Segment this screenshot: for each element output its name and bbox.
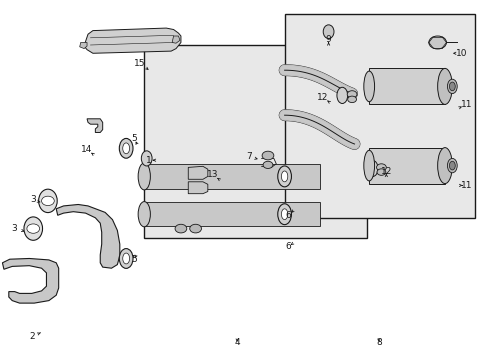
Text: 8: 8 [375, 338, 381, 347]
Ellipse shape [277, 166, 291, 187]
Ellipse shape [277, 204, 291, 225]
Ellipse shape [281, 171, 287, 182]
Circle shape [428, 36, 446, 49]
Text: 12: 12 [380, 166, 391, 176]
Ellipse shape [437, 68, 451, 104]
Polygon shape [368, 148, 444, 184]
Ellipse shape [336, 87, 347, 104]
Text: 12: 12 [316, 93, 328, 102]
Ellipse shape [122, 253, 129, 264]
Text: 2: 2 [29, 332, 35, 341]
Bar [144, 202, 320, 226]
Circle shape [262, 151, 273, 160]
Ellipse shape [363, 150, 374, 181]
Ellipse shape [141, 151, 152, 166]
Circle shape [175, 224, 186, 233]
Circle shape [263, 161, 272, 168]
Ellipse shape [363, 71, 374, 102]
Circle shape [376, 164, 386, 171]
Ellipse shape [138, 202, 150, 227]
Polygon shape [368, 68, 444, 104]
Polygon shape [84, 28, 181, 53]
Text: 15: 15 [133, 59, 145, 68]
Ellipse shape [122, 143, 129, 154]
Circle shape [189, 224, 201, 233]
Polygon shape [56, 204, 120, 268]
Text: 7: 7 [246, 152, 252, 161]
Circle shape [347, 96, 356, 103]
Ellipse shape [24, 217, 42, 240]
Circle shape [27, 224, 40, 233]
Polygon shape [80, 42, 87, 49]
Ellipse shape [437, 148, 451, 184]
Text: 13: 13 [206, 170, 218, 179]
Bar [144, 164, 320, 189]
Text: 3: 3 [11, 224, 17, 233]
Text: 14: 14 [81, 145, 93, 154]
Polygon shape [172, 36, 180, 43]
Bar [284, 14, 474, 218]
Polygon shape [2, 258, 59, 303]
Text: 4: 4 [234, 338, 240, 347]
Text: 3: 3 [30, 195, 36, 204]
Text: 5: 5 [131, 255, 137, 264]
Polygon shape [87, 119, 102, 132]
Circle shape [41, 196, 54, 206]
Text: 10: 10 [455, 49, 467, 58]
Ellipse shape [119, 248, 133, 269]
Ellipse shape [281, 209, 287, 220]
Ellipse shape [39, 189, 57, 212]
Bar [144, 45, 366, 238]
Text: 6: 6 [285, 211, 291, 220]
Circle shape [376, 169, 385, 175]
Text: 11: 11 [460, 100, 472, 109]
Ellipse shape [366, 161, 377, 177]
Ellipse shape [448, 82, 454, 91]
Text: 6: 6 [285, 242, 291, 251]
Ellipse shape [447, 158, 456, 173]
Text: 9: 9 [325, 35, 331, 44]
Ellipse shape [448, 161, 454, 170]
Text: 5: 5 [131, 134, 137, 143]
Ellipse shape [138, 163, 150, 190]
Polygon shape [188, 182, 207, 194]
Ellipse shape [447, 79, 456, 94]
Circle shape [346, 91, 356, 98]
Polygon shape [188, 166, 207, 179]
Ellipse shape [119, 139, 133, 158]
Text: 1: 1 [146, 156, 152, 165]
Ellipse shape [323, 25, 333, 39]
Text: 11: 11 [460, 181, 472, 190]
